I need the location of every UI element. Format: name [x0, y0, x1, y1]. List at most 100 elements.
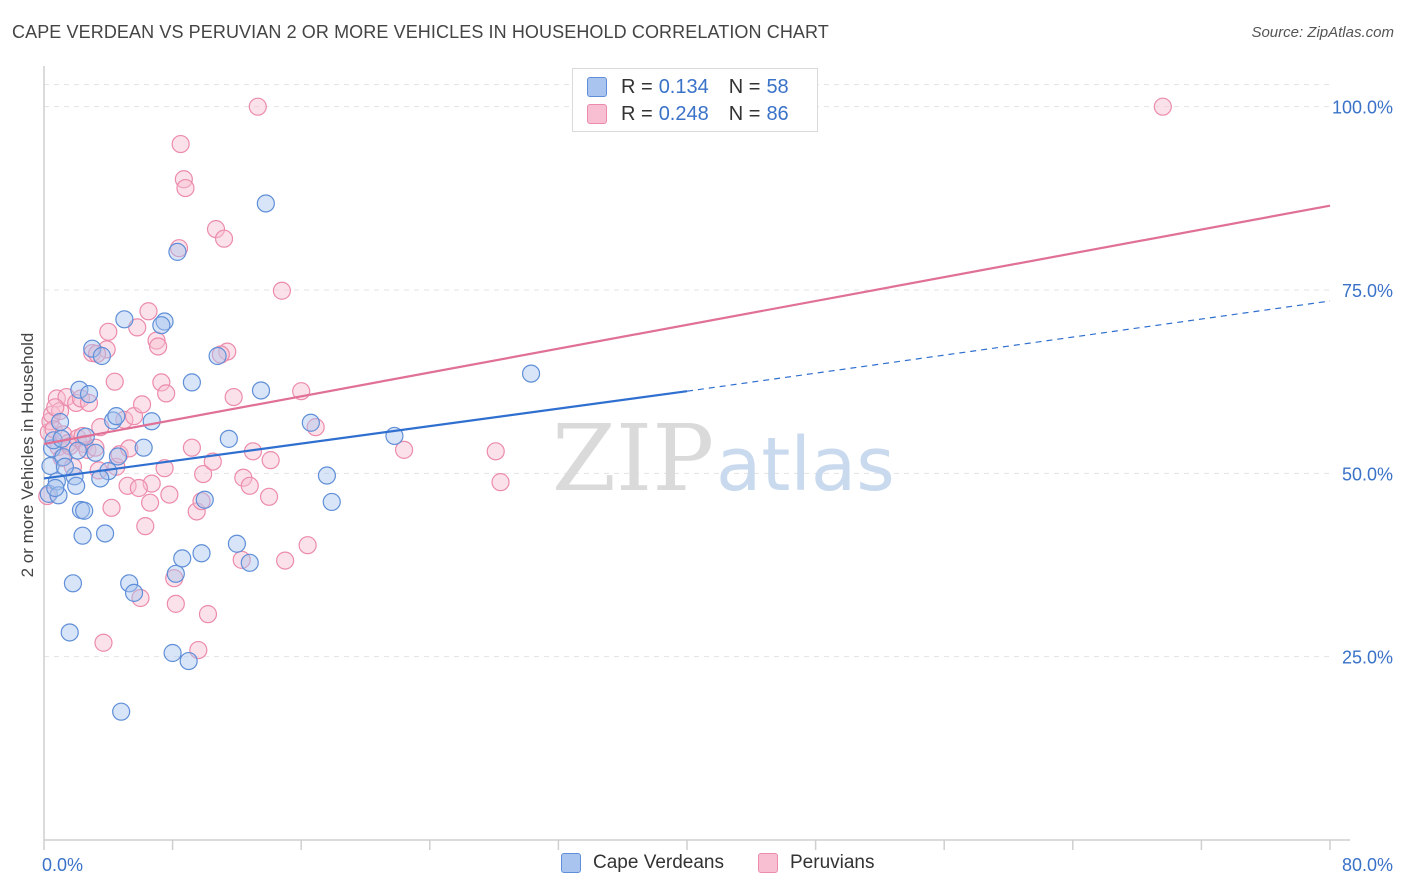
cape-verdean-point	[182, 373, 201, 392]
watermark-atlas: atlas	[716, 422, 895, 508]
watermark: ZIP atlas	[552, 405, 895, 512]
cape-verdean-point	[95, 524, 115, 543]
axes	[43, 66, 1350, 850]
cape-verdean-point	[240, 553, 259, 572]
cape-verdean-point	[322, 492, 341, 512]
peruvian-point	[155, 459, 174, 478]
cape-verdean-point	[67, 476, 86, 495]
cape-verdean-point	[108, 447, 128, 466]
peruvian-points	[38, 97, 1172, 660]
cape-verdean-point	[70, 380, 89, 399]
peruvian-point	[128, 318, 147, 337]
cape-verdean-point	[173, 549, 192, 568]
n-value: 58	[766, 75, 789, 98]
n-label: N =	[728, 102, 761, 125]
peruvian-point	[394, 440, 414, 459]
cape-verdean-point	[115, 310, 134, 329]
cape-verdean-point	[142, 412, 161, 431]
peruvian-point	[203, 452, 222, 471]
cape-verdean-point	[50, 412, 70, 432]
peruvian-point	[491, 473, 510, 492]
peruvian-point	[259, 487, 279, 506]
cape-verdean-point	[75, 501, 94, 520]
peruvian-point	[248, 97, 267, 116]
peruvian-swatch	[587, 104, 607, 124]
cape-verdean-point	[73, 526, 92, 545]
peruvian-point	[152, 373, 171, 392]
cape-verdean-point	[168, 242, 187, 261]
cape-verdean-swatch	[561, 853, 581, 873]
cape-verdean-point	[179, 651, 198, 671]
r-label: R =	[621, 75, 653, 98]
cape-verdean-trend-line	[43, 390, 688, 480]
x-tick-label: 0.0%	[42, 855, 83, 875]
tick-labels: 25.0% 50.0% 75.0% 100.0% 0.0% 80.0%	[42, 98, 1393, 875]
legend-label: Cape Verdeans	[593, 852, 724, 873]
peruvian-point	[46, 398, 65, 417]
watermark-zip: ZIP	[552, 405, 714, 512]
peruvian-point	[1153, 97, 1172, 116]
legend-item-cape-verdeans[interactable]: Cape Verdeans	[561, 852, 724, 874]
peruvian-point	[298, 536, 317, 555]
cape-verdean-point	[124, 583, 144, 602]
peruvian-trend-line	[43, 204, 1331, 446]
cape-verdean-point	[63, 574, 83, 593]
cape-verdean-point	[227, 534, 246, 553]
legend-row-peruvians: R = 0.248 N = 86	[587, 102, 789, 126]
peruvian-point	[214, 229, 234, 248]
cape-verdean-point	[163, 643, 182, 663]
peruvian-point	[99, 322, 118, 341]
cape-verdean-point	[219, 429, 238, 448]
peruvian-point	[140, 493, 160, 512]
peruvian-point	[136, 517, 155, 536]
peruvian-point	[94, 633, 113, 652]
legend-row-cape-verdeans: R = 0.134 N = 58	[587, 75, 789, 99]
cape-verdean-point	[152, 316, 171, 335]
cape-verdean-point	[521, 364, 541, 383]
r-value: 0.248	[658, 102, 709, 125]
correlation-legend: R = 0.134 N = 58 R = 0.248 N = 86	[572, 68, 818, 132]
peruvian-point	[149, 337, 168, 356]
n-value: 86	[766, 102, 789, 125]
peruvian-point	[139, 302, 158, 321]
peruvian-point	[105, 372, 124, 391]
peruvian-point	[198, 605, 218, 624]
legend-label: Peruvians	[790, 852, 875, 873]
cape-verdean-point	[256, 194, 275, 213]
y-tick-label: 75.0%	[1342, 281, 1393, 301]
peruvian-point	[176, 178, 195, 198]
peruvian-point	[171, 134, 190, 154]
peruvian-point	[118, 476, 137, 495]
source-label: Source: ZipAtlas.com	[1251, 24, 1394, 41]
peruvian-point	[194, 464, 213, 484]
cape-verdean-point	[60, 623, 79, 642]
gridlines	[44, 84, 1330, 658]
cape-verdean-point	[86, 443, 105, 462]
peruvian-point	[261, 451, 280, 470]
series-legend: Cape Verdeans Peruvians	[0, 852, 1406, 878]
cape-verdean-points	[39, 194, 541, 721]
trend-lines	[43, 204, 1331, 480]
y-tick-label: 100.0%	[1332, 98, 1393, 118]
cape-verdean-point	[68, 441, 87, 460]
cape-verdean-point	[192, 544, 211, 563]
peruvian-point	[157, 384, 176, 403]
x-tick-label: 80.0%	[1342, 855, 1393, 875]
y-tick-label: 50.0%	[1342, 464, 1393, 484]
peruvian-point	[224, 387, 243, 407]
cape-verdean-point	[83, 339, 102, 358]
y-tick-label: 25.0%	[1342, 648, 1393, 668]
cape-verdean-point	[301, 413, 320, 432]
legend-item-peruvians[interactable]: Peruvians	[758, 852, 875, 874]
cape-verdean-point	[79, 385, 99, 404]
cape-verdean-point	[41, 456, 60, 476]
r-value: 0.134	[658, 75, 709, 98]
chart-title: CAPE VERDEAN VS PERUVIAN 2 OR MORE VEHIC…	[12, 22, 829, 42]
peruvian-point	[132, 395, 152, 414]
cape-verdean-point	[195, 490, 214, 509]
r-label: R =	[621, 102, 653, 125]
peruvian-point	[272, 281, 292, 300]
cape-verdean-point	[208, 346, 227, 366]
cape-verdean-point	[251, 381, 271, 400]
